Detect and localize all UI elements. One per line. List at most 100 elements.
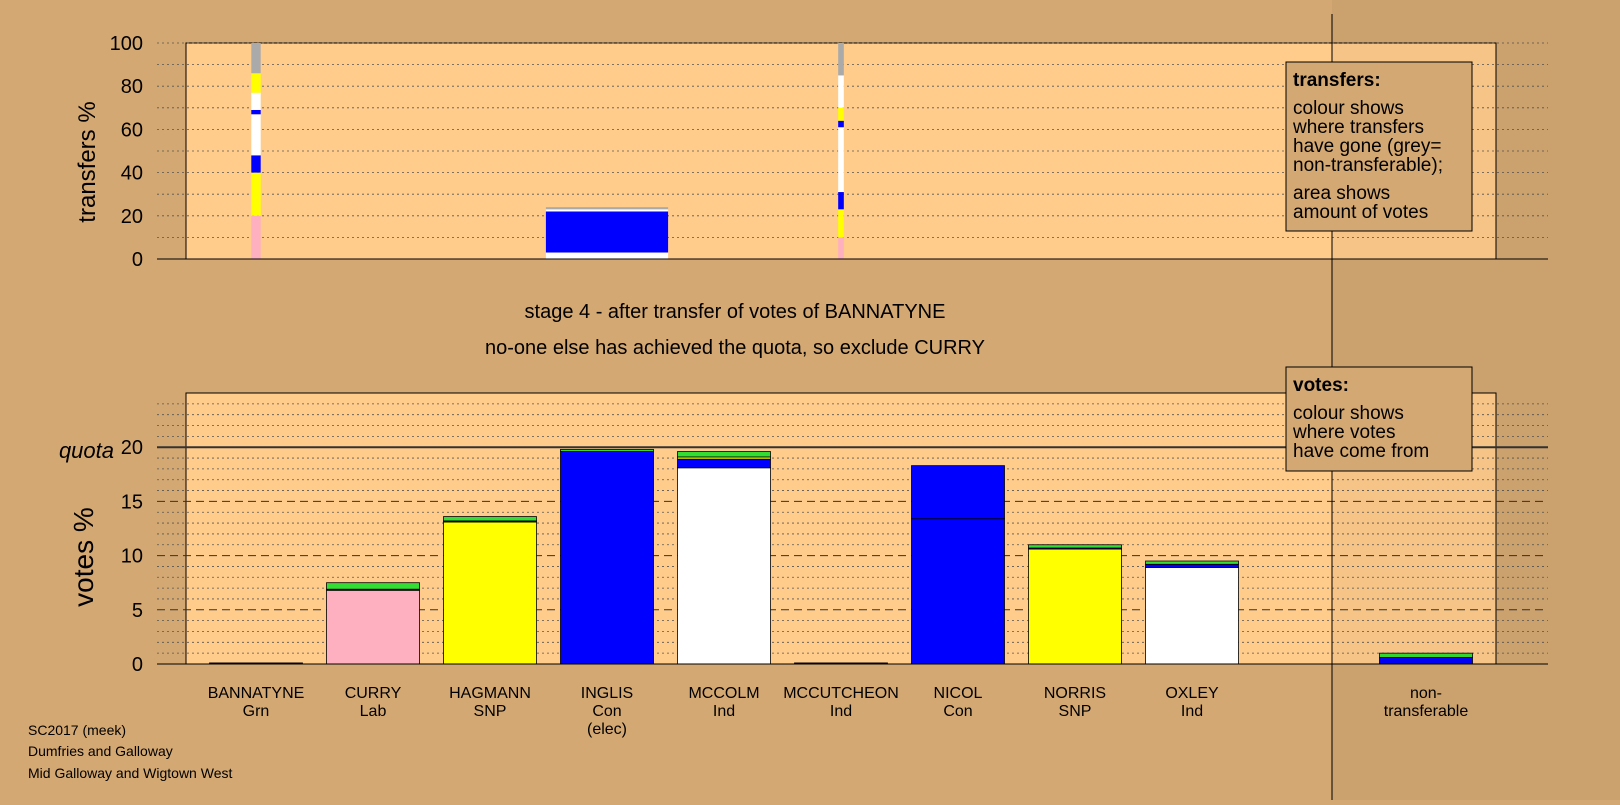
transfers-y-ticks: 0 20 40 60 80 100 — [110, 33, 143, 271]
vote-segment — [677, 458, 771, 469]
candidate-name: MCCOLM — [688, 685, 759, 702]
candidate-name: OXLEY — [1165, 685, 1219, 702]
transfer-segment — [545, 211, 669, 253]
transfer-segment — [251, 92, 261, 110]
vote-segment — [560, 448, 654, 452]
transfer-segment — [251, 109, 261, 115]
votes-y-axis-label: votes % — [68, 507, 99, 607]
votes-y-tick-label: 20 — [121, 437, 143, 459]
transfers-legend-title: transfers: — [1293, 70, 1381, 91]
votes-legend-box — [1285, 366, 1473, 472]
transfers-y-tick-label: 60 — [121, 119, 143, 141]
candidate-name: NORRIS — [1044, 685, 1106, 702]
transfer-segment — [251, 215, 261, 259]
votes-y-tick-label: 0 — [132, 654, 143, 676]
transfer-segment — [545, 207, 669, 210]
transfers-legend-line: where transfers — [1292, 117, 1424, 138]
candidate-party: Ind — [713, 703, 735, 720]
candidate-name: BANNATYNE — [208, 685, 305, 702]
transfers-y-tick-label: 40 — [121, 163, 143, 185]
candidate-party: Con — [943, 703, 972, 720]
vote-segment — [1379, 652, 1473, 658]
candidate-name: HAGMANN — [449, 685, 531, 702]
transfers-legend-line: area shows — [1293, 183, 1390, 204]
candidate-name: MCCUTCHEON — [783, 685, 899, 702]
vote-segment — [326, 582, 420, 590]
vote-bars — [157, 446, 1548, 665]
candidate-party: SNP — [474, 703, 507, 720]
transfers-panel: 0 20 40 60 80 100 transfers % — [74, 33, 1548, 271]
votes-legend: votes: colour shows where votes have com… — [1285, 366, 1473, 472]
vote-segment — [1145, 560, 1239, 565]
vote-segment — [560, 451, 654, 665]
transfer-segment — [838, 192, 844, 210]
candidate-note: (elec) — [587, 721, 627, 738]
transfers-legend-box — [1285, 61, 1473, 232]
transfer-segment — [838, 75, 844, 108]
candidate-party: Con — [592, 703, 621, 720]
vote-segment — [443, 516, 537, 522]
votes-legend-line: colour shows — [1293, 403, 1404, 424]
vote-segment — [443, 521, 537, 665]
nontransferable-label: non- — [1410, 685, 1442, 702]
transfers-legend-line: have gone (grey= — [1293, 136, 1441, 157]
vote-segment — [911, 465, 1005, 520]
votes-y-tick-label: 15 — [121, 491, 143, 513]
transfers-y-tick-label: 80 — [121, 76, 143, 98]
vote-segment — [911, 518, 1005, 665]
transfer-columns — [157, 43, 1548, 260]
candidate-party: Lab — [360, 703, 387, 720]
vote-segment — [1145, 563, 1239, 568]
transfers-y-tick-label: 100 — [110, 33, 143, 55]
vote-segment — [1145, 567, 1239, 665]
votes-legend-title: votes: — [1293, 375, 1349, 396]
transfers-y-axis-label: transfers % — [74, 101, 101, 222]
candidate-party: Ind — [830, 703, 852, 720]
stage-title: stage 4 - after transfer of votes of BAN… — [525, 301, 946, 323]
candidate-party: Grn — [243, 703, 270, 720]
vote-segment — [1028, 544, 1122, 549]
transfer-segment — [838, 127, 844, 193]
votes-y-ticks: 0 5 10 15 20 — [121, 437, 143, 676]
footer-line: Dumfries and Galloway — [28, 743, 173, 759]
vote-segment — [677, 467, 771, 665]
transfer-segment — [545, 209, 669, 212]
votes-y-tick-label: 10 — [121, 546, 143, 568]
candidate-party: SNP — [1059, 703, 1092, 720]
candidate-name: CURRY — [345, 685, 402, 702]
footer-line: Mid Galloway and Wigtown West — [28, 765, 232, 781]
candidate-party: Ind — [1181, 703, 1203, 720]
votes-y-tick-label: 5 — [132, 600, 143, 622]
candidate-labels: BANNATYNEGrnCURRYLabHAGMANNSNPINGLISCon(… — [208, 685, 1469, 738]
transfer-segment — [251, 155, 261, 173]
transfers-grid — [157, 42, 1548, 260]
transfer-segment — [838, 107, 844, 121]
transfer-segment — [251, 43, 261, 74]
stage-subtitle: no-one else has achieved the quota, so e… — [485, 337, 985, 359]
transfer-segment — [838, 120, 844, 128]
transfers-y-tick-label: 20 — [121, 206, 143, 228]
transfers-legend-line: non-transferable); — [1293, 155, 1443, 176]
candidate-name: INGLIS — [581, 685, 633, 702]
transfer-segment — [251, 73, 261, 93]
transfer-segment — [838, 237, 844, 259]
transfers-y-tick-label: 0 — [132, 249, 143, 271]
transfer-segment — [838, 209, 844, 238]
vote-segment — [326, 589, 420, 665]
vote-segment — [1028, 548, 1122, 665]
vote-segment — [677, 451, 771, 458]
votes-legend-line: have come from — [1293, 441, 1429, 462]
quota-label: quota — [59, 438, 114, 463]
transfer-segment — [251, 114, 261, 156]
votes-legend-line: where votes — [1292, 422, 1395, 443]
transfer-segment — [838, 43, 844, 76]
candidate-name: NICOL — [934, 685, 983, 702]
transfer-segment — [251, 172, 261, 216]
footer-line: SC2017 (meek) — [28, 722, 126, 738]
transfers-legend-line: amount of votes — [1293, 202, 1428, 223]
transfers-legend-line: colour shows — [1293, 98, 1404, 119]
nontransferable-label: transferable — [1384, 703, 1469, 720]
